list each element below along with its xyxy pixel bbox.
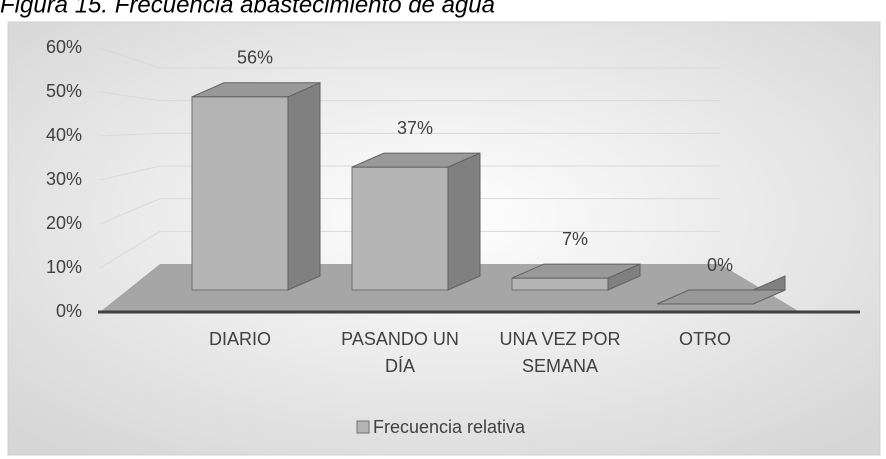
bar-side xyxy=(447,152,481,291)
legend-swatch xyxy=(356,420,370,434)
y-tick-label: 60% xyxy=(46,37,82,57)
y-tick-label: 40% xyxy=(46,125,82,145)
y-tick-label: 30% xyxy=(46,169,82,189)
bar-top xyxy=(511,263,641,279)
bar-top xyxy=(351,152,481,168)
y-tick-label: 20% xyxy=(46,213,82,233)
x-tick-label: DIARIO xyxy=(209,329,271,349)
value-label: 56% xyxy=(237,48,273,68)
grid-line xyxy=(99,91,720,102)
bar-front xyxy=(511,277,609,291)
bar-front xyxy=(191,96,289,291)
legend-label: Frecuencia relativa xyxy=(373,417,526,437)
chart-title: Figura 15. Frecuencia abastecimiento de … xyxy=(0,0,495,18)
bar-side xyxy=(287,82,321,291)
value-label: 0% xyxy=(707,255,733,275)
bar-front xyxy=(351,166,449,291)
x-tick-label: PASANDO UN DÍA xyxy=(341,329,459,376)
bar xyxy=(511,263,641,291)
y-tick-label: 50% xyxy=(46,81,82,101)
value-label: 37% xyxy=(397,118,433,138)
x-tick-label: OTRO xyxy=(679,329,731,349)
bar xyxy=(656,275,786,305)
grid-line xyxy=(99,165,720,181)
y-tick-label: 0% xyxy=(56,301,82,321)
bar-top xyxy=(656,289,786,305)
grid-line xyxy=(99,47,720,69)
grid-line xyxy=(99,198,720,225)
bar xyxy=(191,82,321,291)
bar-top xyxy=(191,82,321,98)
x-tick-label: UNA VEZ POR SEMANA xyxy=(499,329,620,376)
grid-line xyxy=(99,132,720,137)
value-label: 7% xyxy=(562,229,588,249)
bar xyxy=(351,152,481,291)
y-tick-label: 10% xyxy=(46,257,82,277)
grid-line xyxy=(99,230,720,269)
